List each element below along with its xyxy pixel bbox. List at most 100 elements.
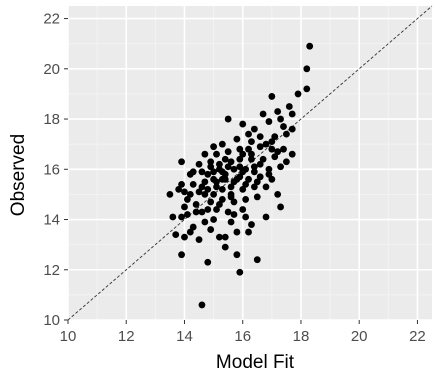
data-point — [213, 206, 220, 213]
data-point — [236, 163, 244, 171]
data-point — [236, 173, 244, 181]
data-point — [233, 135, 241, 143]
data-point — [271, 133, 279, 141]
data-point — [198, 301, 206, 309]
data-point — [183, 196, 191, 203]
data-point — [242, 180, 250, 188]
data-point — [230, 178, 238, 186]
data-point — [239, 206, 247, 213]
data-point — [303, 85, 311, 93]
data-point — [233, 251, 241, 259]
data-point — [262, 183, 270, 191]
data-point — [245, 130, 252, 138]
data-point — [253, 178, 261, 186]
data-point — [227, 191, 235, 198]
data-point — [227, 158, 235, 166]
data-point — [239, 120, 247, 128]
data-point — [265, 118, 273, 125]
data-point — [198, 208, 206, 216]
data-point — [245, 175, 252, 183]
data-point — [245, 145, 252, 153]
data-point — [271, 153, 279, 161]
data-point — [201, 150, 209, 158]
data-point — [221, 243, 229, 251]
data-point — [283, 130, 290, 138]
data-point — [204, 206, 212, 213]
data-point — [250, 163, 258, 171]
data-point — [224, 163, 232, 171]
data-point — [256, 173, 264, 181]
y-tick-label: 20 — [43, 61, 60, 78]
data-point — [207, 226, 215, 233]
data-point — [230, 198, 238, 206]
data-point — [288, 125, 296, 133]
data-point — [262, 213, 270, 221]
data-point — [172, 231, 180, 238]
data-point — [213, 150, 220, 158]
data-point — [210, 143, 218, 151]
x-tick-label: 10 — [60, 328, 77, 345]
data-point — [242, 213, 250, 221]
data-point — [268, 175, 276, 183]
data-point — [204, 170, 212, 178]
data-point — [198, 168, 206, 176]
x-tick-label: 20 — [351, 328, 368, 345]
x-tick-label: 18 — [293, 328, 310, 345]
data-point — [268, 145, 276, 153]
data-point — [181, 188, 188, 196]
data-point — [262, 140, 270, 148]
x-tick-label: 14 — [176, 328, 193, 345]
y-tick-label: 16 — [43, 161, 60, 178]
data-point — [218, 185, 226, 193]
data-point — [195, 236, 203, 244]
x-axis-title: Model Fit — [216, 352, 295, 373]
data-point — [239, 168, 247, 176]
data-point — [204, 185, 212, 193]
data-point — [189, 223, 197, 231]
data-point — [216, 201, 223, 208]
data-point — [294, 90, 302, 98]
data-point — [280, 123, 287, 130]
data-point — [201, 178, 209, 186]
data-point — [207, 198, 215, 206]
data-point — [253, 193, 261, 201]
data-point — [218, 196, 226, 203]
data-point — [186, 191, 194, 198]
data-point — [236, 145, 244, 153]
data-point — [224, 148, 232, 156]
data-points — [166, 42, 314, 309]
y-tick-label: 18 — [43, 111, 60, 128]
data-point — [245, 228, 252, 236]
data-point — [248, 150, 255, 158]
data-point — [218, 140, 226, 148]
data-point — [274, 148, 282, 156]
data-point — [178, 158, 185, 166]
data-point — [274, 191, 282, 198]
data-point — [178, 180, 185, 188]
data-point — [230, 165, 238, 173]
data-point — [250, 168, 258, 176]
data-point — [233, 228, 241, 236]
data-point — [253, 256, 261, 264]
data-point — [189, 180, 197, 188]
data-point — [169, 213, 177, 221]
x-tick-label: 12 — [118, 328, 135, 345]
data-point — [306, 42, 314, 50]
data-point — [236, 268, 244, 276]
data-point — [239, 150, 247, 158]
data-point — [268, 138, 276, 146]
data-point — [192, 201, 200, 208]
data-point — [195, 160, 203, 168]
data-point — [201, 218, 209, 226]
x-tick-label: 22 — [409, 328, 426, 345]
data-point — [277, 163, 284, 171]
y-tick-label: 14 — [43, 212, 60, 229]
data-point — [256, 133, 264, 141]
identity-reference-line — [67, 5, 433, 321]
data-point — [186, 228, 194, 236]
y-tick-label: 12 — [43, 262, 60, 279]
data-point — [210, 191, 218, 198]
data-point — [248, 138, 255, 146]
data-point — [178, 213, 185, 221]
